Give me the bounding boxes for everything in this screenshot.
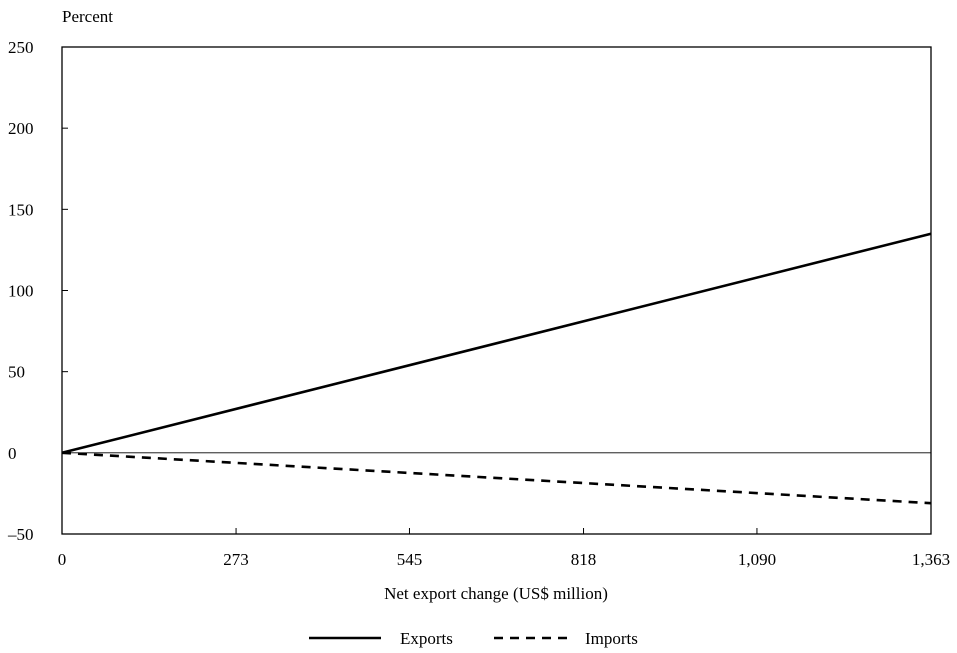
legend: Exports Imports xyxy=(309,629,638,648)
x-tick-label: 545 xyxy=(397,550,423,569)
x-axis: 0 273 545 818 1,090 1,363 xyxy=(58,528,950,569)
x-tick-label: 1,363 xyxy=(912,550,950,569)
y-tick-label: 150 xyxy=(8,200,34,219)
x-tick-label: 818 xyxy=(571,550,597,569)
legend-label-exports: Exports xyxy=(400,629,453,648)
y-tick-label: 250 xyxy=(8,38,34,57)
x-axis-title: Net export change (US$ million) xyxy=(384,584,608,603)
x-tick-label: 1,090 xyxy=(738,550,776,569)
y-tick-label: 200 xyxy=(8,119,34,138)
y-axis-title: Percent xyxy=(62,7,113,26)
y-axis: –50 0 50 100 150 200 250 xyxy=(7,38,68,544)
y-tick-label: 0 xyxy=(8,444,17,463)
x-tick-label: 273 xyxy=(223,550,249,569)
y-tick-label: –50 xyxy=(7,525,34,544)
legend-label-imports: Imports xyxy=(585,629,638,648)
y-tick-label: 100 xyxy=(8,282,34,301)
series-line-exports xyxy=(61,232,932,455)
x-tick-label: 0 xyxy=(58,550,67,569)
y-tick-label: 50 xyxy=(8,363,25,382)
series-line-imports xyxy=(61,451,932,505)
series-layer xyxy=(61,232,932,505)
